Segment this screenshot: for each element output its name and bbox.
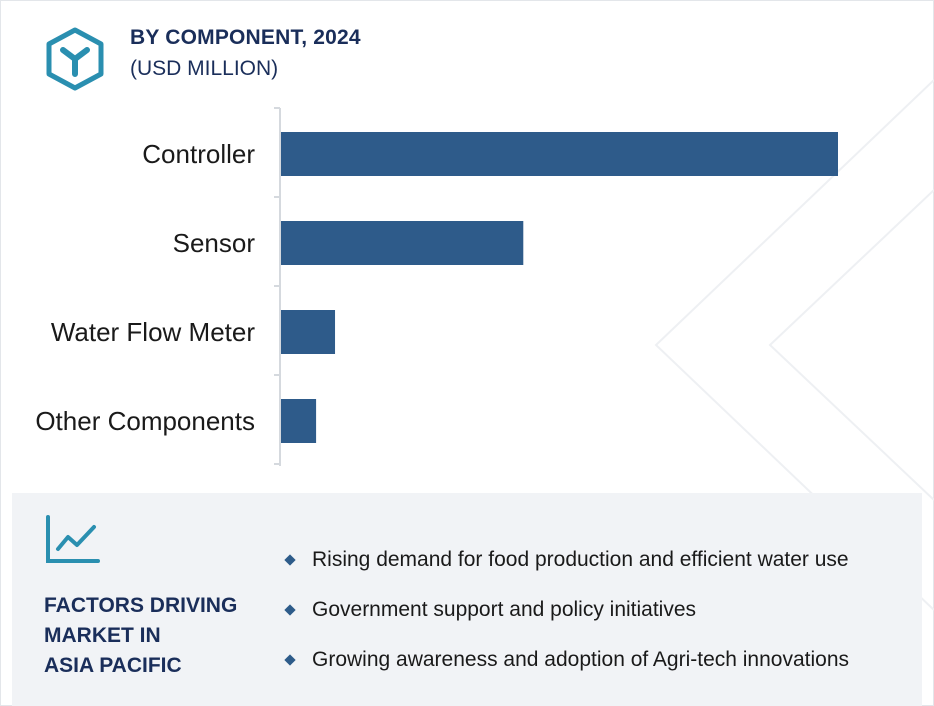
factor-text: Government support and policy initiative… bbox=[312, 598, 697, 621]
factors-title-line: ASIA PACIFIC bbox=[44, 654, 182, 677]
category-label: Controller bbox=[142, 139, 255, 169]
category-label: Water Flow Meter bbox=[51, 317, 256, 347]
bar bbox=[281, 310, 336, 354]
factor-text: Rising demand for food production and ef… bbox=[312, 548, 849, 571]
bar bbox=[281, 132, 838, 176]
hexagon-y-logo-icon bbox=[46, 27, 104, 91]
category-label: Sensor bbox=[173, 228, 256, 258]
factor-item: Rising demand for food production and ef… bbox=[280, 535, 849, 585]
component-bar-chart: Controller Sensor Water Flow Meter Other Co… bbox=[35, 107, 838, 466]
factor-text: Growing awareness and adoption of Agri-t… bbox=[312, 648, 849, 671]
factors-title: FACTORS DRIVING MARKET IN ASIA PACIFIC bbox=[44, 591, 264, 681]
factors-list: Rising demand for food production and ef… bbox=[280, 535, 849, 685]
factors-title-line: FACTORS DRIVING bbox=[44, 594, 238, 617]
factor-item: Government support and policy initiative… bbox=[280, 585, 849, 635]
factors-title-line: MARKET IN bbox=[44, 624, 161, 647]
factors-panel: FACTORS DRIVING MARKET IN ASIA PACIFIC R… bbox=[12, 493, 922, 706]
diamond-bullet-icon bbox=[284, 554, 296, 566]
factor-item: Growing awareness and adoption of Agri-t… bbox=[280, 635, 849, 685]
trend-line-chart-icon bbox=[46, 515, 100, 563]
diamond-bullet-icon bbox=[284, 654, 296, 666]
bar bbox=[281, 221, 524, 265]
category-label: Other Components bbox=[35, 406, 255, 436]
chart-title: BY COMPONENT, 2024 bbox=[130, 26, 361, 49]
bar bbox=[281, 399, 317, 443]
diamond-bullet-icon bbox=[284, 604, 296, 616]
chart-subtitle: (USD MILLION) bbox=[130, 57, 279, 80]
